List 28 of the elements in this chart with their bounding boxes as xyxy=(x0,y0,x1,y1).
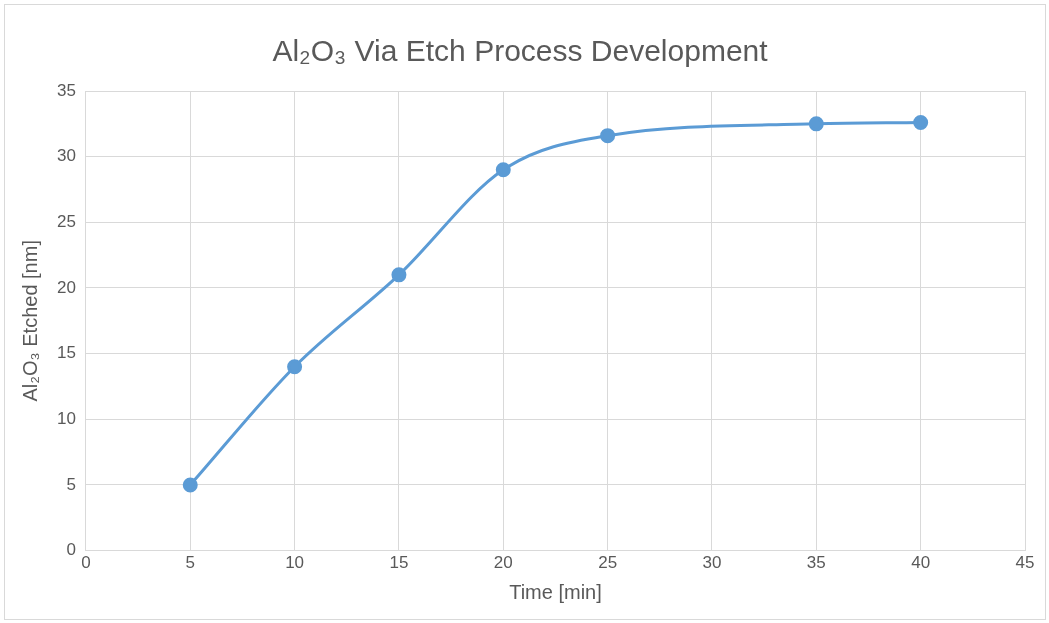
x-tick-label: 5 xyxy=(185,553,195,573)
x-tick-label: 45 xyxy=(1015,553,1035,573)
point xyxy=(913,115,929,131)
point xyxy=(600,128,616,144)
y-tick-label: 0 xyxy=(66,540,76,560)
x-tick-label: 0 xyxy=(81,553,91,573)
x-axis-title: Time [min] xyxy=(509,580,602,603)
x-tick-label: 35 xyxy=(806,553,826,573)
x-tick-label: 30 xyxy=(702,553,722,573)
y-tick-label: 5 xyxy=(66,474,76,494)
point xyxy=(287,359,303,375)
y-tick-label: 30 xyxy=(56,146,76,166)
y-tick-label: 35 xyxy=(56,80,76,100)
y-tick-label: 10 xyxy=(56,408,76,428)
y-tick-label: 25 xyxy=(56,212,76,231)
point xyxy=(391,267,407,283)
y-tick-label: 20 xyxy=(56,277,76,297)
chart-title: Al₂O₃ Via Etch Process Development xyxy=(272,34,769,68)
y-axis-title: Al₂O₃ Etched [nm] xyxy=(18,240,41,402)
y-tick-label: 15 xyxy=(56,343,76,363)
x-tick-label: 10 xyxy=(285,553,305,573)
x-tick-label: 40 xyxy=(911,553,931,573)
x-tick-label: 15 xyxy=(389,553,409,573)
point xyxy=(495,162,511,178)
x-tick-label: 25 xyxy=(598,553,618,573)
x-tick-label: 20 xyxy=(493,553,513,573)
point xyxy=(808,116,824,132)
point xyxy=(182,477,198,493)
